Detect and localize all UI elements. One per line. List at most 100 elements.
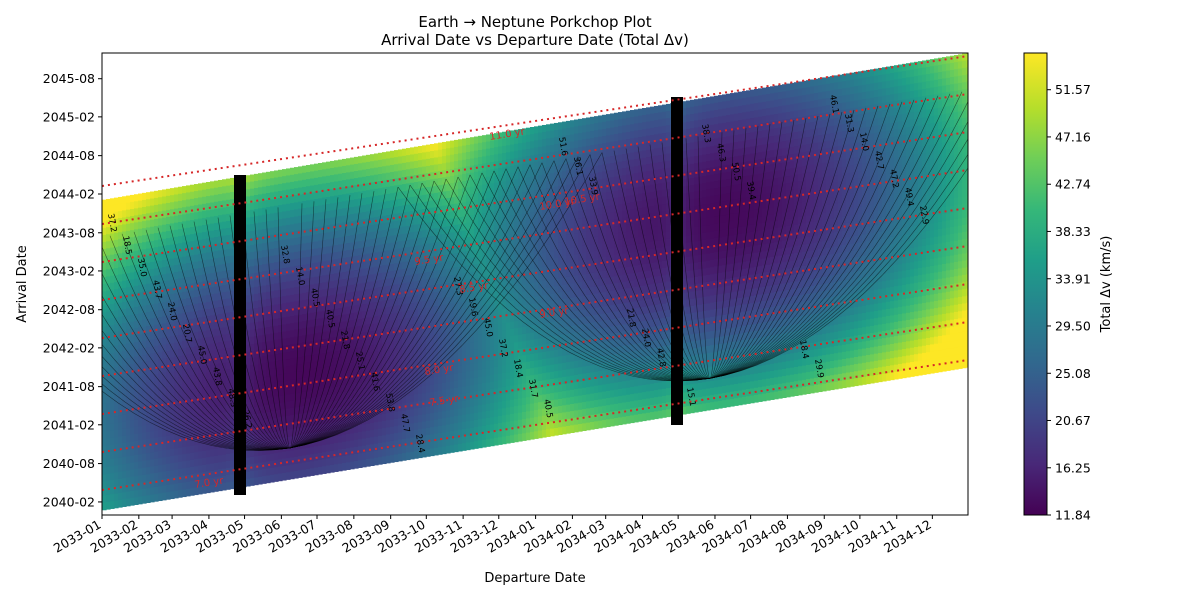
heatmap-cell bbox=[406, 431, 411, 439]
heatmap-cell bbox=[162, 429, 167, 437]
heatmap-cell bbox=[438, 255, 443, 264]
heatmap-cell bbox=[310, 439, 315, 448]
heatmap-cell bbox=[318, 466, 323, 475]
heatmap-cell bbox=[414, 252, 419, 261]
heatmap-cell bbox=[270, 199, 275, 208]
heatmap-cell bbox=[386, 413, 391, 421]
heatmap-cell bbox=[442, 411, 447, 419]
heatmap-cell bbox=[402, 162, 407, 171]
heatmap-cell bbox=[170, 265, 175, 274]
heatmap-cell bbox=[474, 419, 479, 428]
heatmap-cell bbox=[150, 191, 155, 200]
heatmap-cell bbox=[310, 291, 315, 300]
heatmap-cell bbox=[318, 339, 323, 348]
heatmap-cell bbox=[522, 149, 527, 158]
heatmap-cell bbox=[398, 163, 403, 172]
heatmap-cell bbox=[534, 353, 539, 361]
heatmap-cell bbox=[322, 416, 327, 425]
heatmap-cell bbox=[302, 307, 307, 315]
heatmap-cell bbox=[430, 370, 435, 379]
heatmap-cell bbox=[294, 308, 299, 317]
heatmap-cell bbox=[114, 331, 119, 340]
heatmap-cell bbox=[262, 455, 267, 463]
heatmap-cell bbox=[102, 326, 107, 335]
heatmap-cell bbox=[166, 238, 171, 246]
heatmap-cell bbox=[442, 439, 447, 448]
heatmap-cell bbox=[426, 442, 431, 450]
heatmap-cell bbox=[538, 373, 543, 382]
heatmap-cell bbox=[410, 380, 415, 389]
heatmap-cell bbox=[462, 159, 467, 168]
heatmap-cell bbox=[506, 194, 511, 203]
heatmap-cell bbox=[554, 130, 559, 138]
heatmap-cell bbox=[494, 416, 499, 425]
heatmap-cell bbox=[194, 473, 199, 481]
heatmap-cell bbox=[202, 253, 207, 261]
heatmap-cell bbox=[306, 249, 311, 258]
heatmap-cell bbox=[534, 253, 539, 262]
heatmap-cell bbox=[490, 268, 495, 277]
heatmap-cell bbox=[498, 252, 503, 261]
heatmap-cell bbox=[454, 239, 459, 247]
heatmap-cell bbox=[410, 147, 415, 156]
heatmap-cell bbox=[482, 340, 487, 349]
heatmap-cell bbox=[358, 163, 363, 171]
heatmap-cell bbox=[518, 178, 523, 187]
heatmap-cell bbox=[194, 318, 199, 326]
heatmap-cell bbox=[390, 363, 395, 371]
heatmap-cell bbox=[530, 304, 535, 312]
heatmap-cell bbox=[278, 205, 283, 213]
heatmap-cell bbox=[258, 413, 263, 421]
heatmap-cell bbox=[518, 164, 523, 173]
heatmap-cell bbox=[178, 461, 183, 470]
heatmap-cell bbox=[502, 216, 507, 225]
heatmap-cell bbox=[506, 237, 511, 246]
heatmap-cell bbox=[370, 309, 375, 318]
heatmap-cell bbox=[490, 424, 495, 433]
heatmap-cell bbox=[358, 212, 363, 221]
heatmap-cell bbox=[190, 459, 195, 468]
heatmap-cell bbox=[166, 386, 171, 394]
heatmap-cell bbox=[406, 190, 411, 199]
heatmap-cell bbox=[142, 446, 147, 455]
heatmap-cell bbox=[146, 248, 151, 257]
heatmap-cell bbox=[518, 136, 523, 144]
heatmap-cell bbox=[214, 413, 219, 422]
heatmap-cell bbox=[542, 295, 547, 303]
heatmap-cell bbox=[282, 190, 287, 198]
heatmap-cell bbox=[414, 408, 419, 417]
heatmap-cell bbox=[386, 222, 391, 230]
heatmap-cell bbox=[426, 392, 431, 401]
heatmap-cell bbox=[346, 384, 351, 393]
heatmap-cell bbox=[390, 455, 395, 463]
heatmap-cell bbox=[198, 253, 203, 262]
heatmap-cell bbox=[330, 252, 335, 261]
heatmap-cell bbox=[190, 325, 195, 334]
heatmap-cell bbox=[230, 333, 235, 341]
heatmap-cell bbox=[194, 282, 199, 291]
heatmap-cell bbox=[178, 440, 183, 449]
heatmap-cell bbox=[422, 244, 427, 253]
heatmap-cell bbox=[486, 432, 491, 440]
heatmap-cell bbox=[274, 290, 279, 299]
heatmap-cell bbox=[390, 426, 395, 435]
heatmap-cell bbox=[410, 430, 415, 439]
heatmap-cell bbox=[330, 217, 335, 226]
heatmap-cell bbox=[214, 187, 219, 196]
heatmap-cell bbox=[366, 183, 371, 191]
heatmap-cell bbox=[158, 295, 163, 304]
heatmap-cell bbox=[370, 224, 375, 233]
heatmap-cell bbox=[554, 179, 559, 188]
heatmap-cell bbox=[346, 271, 351, 280]
heatmap-cell bbox=[446, 190, 451, 199]
heatmap-cell bbox=[458, 188, 463, 197]
heatmap-cell bbox=[462, 436, 467, 444]
heatmap-cell bbox=[222, 207, 227, 216]
heatmap-cell bbox=[286, 429, 291, 438]
heatmap-cell bbox=[306, 362, 311, 371]
heatmap-cell bbox=[462, 223, 467, 232]
heatmap-cell bbox=[318, 360, 323, 369]
heatmap-cell bbox=[146, 297, 151, 306]
heatmap-cell bbox=[130, 342, 135, 351]
